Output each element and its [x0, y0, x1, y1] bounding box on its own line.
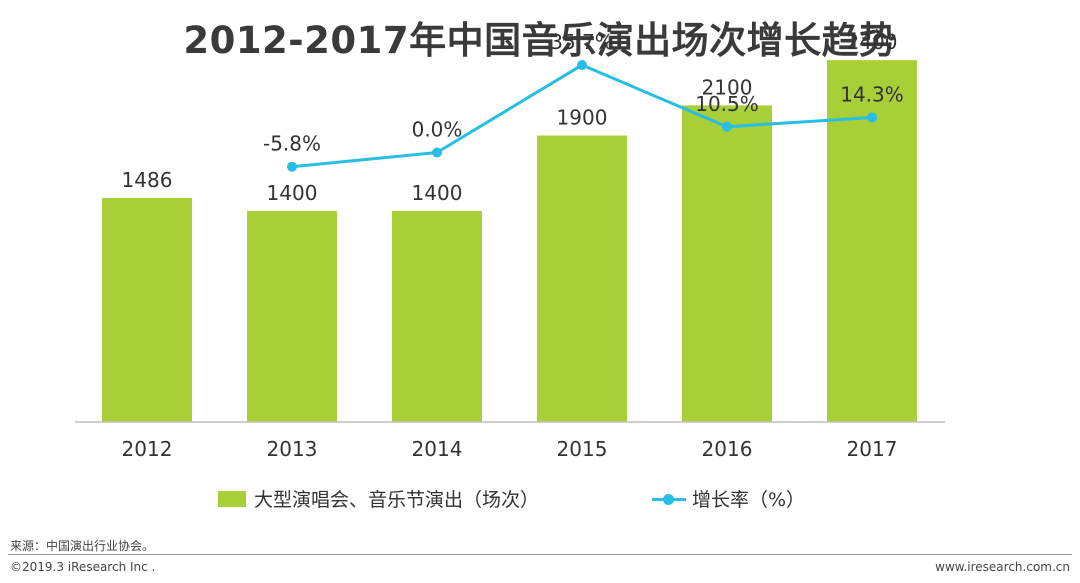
growth-point-2014 — [432, 147, 442, 158]
legend-bar-label: 大型演唱会、音乐节演出（场次） — [254, 489, 540, 511]
bar-label-2017: 2400 — [847, 30, 898, 54]
legend-line-label: 增长率（%） — [692, 489, 806, 511]
x-tick-2013: 2013 — [267, 437, 318, 461]
growth-label-2014: 0.0% — [412, 118, 463, 142]
source-note: 来源：中国演出行业协会。 — [10, 539, 155, 553]
x-tick-2015: 2015 — [557, 437, 608, 461]
growth-rate-labels: -5.8% 0.0% 35.7% 10.5% 14.3% — [263, 30, 904, 156]
growth-point-2013 — [287, 161, 297, 172]
bar-2013 — [247, 210, 337, 422]
x-tick-2014: 2014 — [412, 437, 463, 461]
x-tick-2016: 2016 — [702, 437, 753, 461]
bar-2014 — [392, 210, 482, 422]
legend-bar-series: 大型演唱会、音乐节演出（场次） — [218, 485, 539, 512]
bar-label-2015: 1900 — [557, 106, 608, 130]
legend-bar-swatch — [218, 490, 246, 507]
legend-line-marker — [652, 492, 686, 506]
growth-rate-series — [287, 60, 877, 172]
x-tick-2017: 2017 — [847, 437, 898, 461]
bar-label-2014: 1400 — [412, 181, 463, 205]
website-link[interactable]: www.iresearch.com.cn — [935, 560, 1070, 574]
bar-2012 — [102, 197, 192, 422]
bar-series — [102, 60, 917, 423]
growth-label-2017: 14.3% — [840, 82, 904, 106]
bar-2015 — [537, 135, 627, 423]
x-axis-tick-labels: 2012 2013 2014 2015 2016 2017 — [122, 437, 898, 461]
bar-2016 — [682, 105, 772, 422]
growth-point-2015 — [577, 60, 587, 71]
growth-label-2015: 35.7% — [550, 30, 614, 54]
legend-line-series: 增长率（%） — [652, 485, 805, 512]
growth-label-2013: -5.8% — [263, 132, 321, 156]
growth-point-2017 — [867, 112, 877, 123]
bar-label-2012: 1486 — [122, 168, 173, 192]
x-tick-2012: 2012 — [122, 437, 173, 461]
bar-label-2013: 1400 — [267, 181, 318, 205]
growth-point-2016 — [722, 121, 732, 132]
bar-label-2016: 2100 — [702, 75, 753, 99]
copyright-text: ©2019.3 iResearch Inc . — [10, 560, 156, 574]
chart-title: 2012-2017年中国音乐演出场次增长趋势 — [183, 19, 897, 62]
footer-divider — [8, 554, 1072, 555]
growth-label-2016: 10.5% — [695, 92, 759, 116]
bar-value-labels: 1486 1400 1400 1900 2100 2400 — [122, 30, 898, 205]
